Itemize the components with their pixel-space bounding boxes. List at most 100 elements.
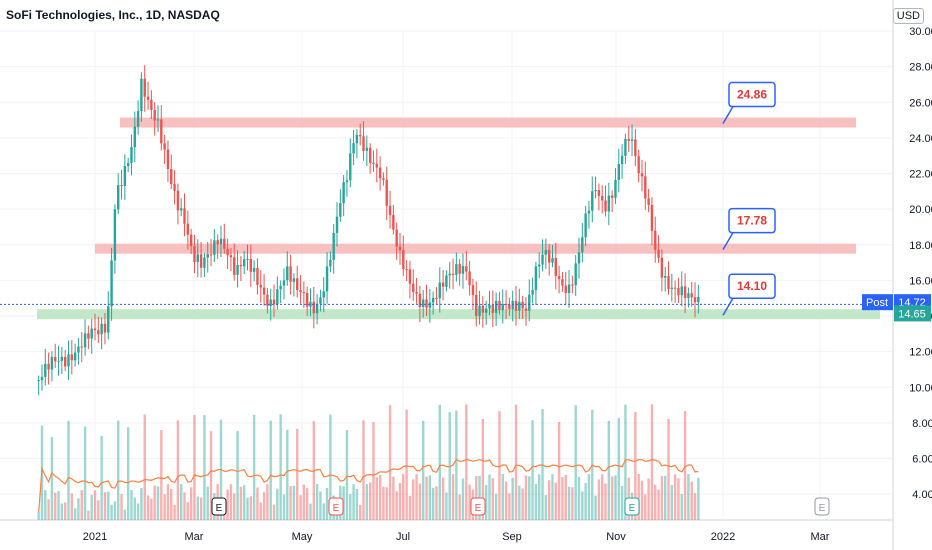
volume-bar <box>644 494 647 520</box>
volume-bar <box>557 421 561 520</box>
volume-bar <box>564 474 567 520</box>
y-tick-label: 26.00 <box>909 97 932 109</box>
volume-bar <box>47 499 50 520</box>
volume-bar <box>660 476 664 520</box>
volume-bar <box>229 484 233 520</box>
candle-body <box>408 269 412 284</box>
candle-body <box>196 254 199 263</box>
candle-body <box>332 232 335 260</box>
candle-body <box>289 266 292 282</box>
candle-body <box>156 119 160 121</box>
candle-body <box>591 191 594 211</box>
volume-bar <box>554 482 557 520</box>
candle-body <box>312 301 316 314</box>
volume-bar <box>87 510 90 520</box>
candle-body <box>431 297 435 303</box>
volume-bar <box>276 488 279 520</box>
volume-bar <box>183 492 186 520</box>
candle-body <box>584 213 587 238</box>
volume-bar <box>100 435 103 520</box>
candle-body <box>418 293 422 307</box>
candle-body <box>667 275 670 289</box>
candle-body <box>501 304 504 311</box>
candle-body <box>170 169 173 184</box>
volume-bar <box>687 474 690 520</box>
candle-body <box>465 266 468 272</box>
candle-body <box>634 139 637 157</box>
candle-body <box>146 96 150 100</box>
candle-body <box>44 363 47 377</box>
candle-body <box>597 189 601 196</box>
earnings-marker-label: E <box>475 503 482 514</box>
volume-bar <box>315 484 319 520</box>
volume-bar <box>421 420 425 520</box>
volume-bar <box>246 497 249 520</box>
volume-bar <box>233 493 236 520</box>
candle-body <box>528 294 531 311</box>
candle-body <box>620 155 624 164</box>
candle-body <box>90 328 93 339</box>
volume-bar <box>302 484 306 520</box>
candle-body <box>587 210 591 214</box>
candle-body <box>683 286 687 298</box>
candle-body <box>126 163 130 167</box>
candle-body <box>627 138 630 141</box>
volume-bar <box>521 488 524 520</box>
x-tick-label: Mar <box>185 531 204 543</box>
volume-bar <box>587 474 591 520</box>
candle-body <box>176 190 180 211</box>
candle-body <box>223 238 226 249</box>
level-band <box>120 117 856 128</box>
candle-body <box>693 297 697 303</box>
earnings-marker <box>814 497 830 516</box>
level-callout <box>728 207 776 234</box>
earnings-marker-label: E <box>819 503 826 514</box>
volume-bar <box>189 487 193 520</box>
volume-bar <box>412 479 415 520</box>
candle-body <box>508 304 511 310</box>
volume-bar <box>528 476 531 520</box>
volume-bar <box>77 498 80 520</box>
volume-bar <box>325 487 329 520</box>
volume-bar <box>677 478 680 520</box>
candle-body <box>120 185 123 187</box>
volume-bar <box>136 503 140 520</box>
candle-body <box>385 179 388 206</box>
candle-body <box>153 109 156 121</box>
candle-body <box>292 278 296 282</box>
candle-body <box>276 289 279 305</box>
volume-bar <box>577 476 581 520</box>
candle-body <box>607 195 611 212</box>
candle-body <box>654 230 657 250</box>
volume-bar <box>538 474 541 520</box>
candle-body <box>511 300 514 310</box>
volume-bar <box>269 420 272 520</box>
volume-bar <box>544 495 548 520</box>
volume-bar <box>309 503 312 520</box>
volume-bar <box>355 488 359 520</box>
candle-body <box>335 216 339 233</box>
candle-body <box>368 147 372 163</box>
candle-body <box>392 215 395 230</box>
candle-body <box>186 223 190 235</box>
candle-body <box>322 291 325 298</box>
volume-bar <box>173 504 176 520</box>
volume-bar <box>279 414 282 520</box>
volume-bar <box>597 479 601 520</box>
candle-body <box>551 257 554 263</box>
y-tick-label: 4.00 <box>912 489 932 501</box>
candle-body <box>315 303 319 314</box>
candle-body <box>561 279 564 286</box>
candle-body <box>342 182 345 204</box>
volume-bar <box>322 503 325 520</box>
candle-body <box>259 284 262 288</box>
candle-body <box>445 275 448 287</box>
volume-bar <box>435 486 438 520</box>
candle-body <box>183 208 186 224</box>
level-callout <box>728 81 776 108</box>
volume-bar <box>667 419 670 520</box>
volume-bar <box>206 486 209 520</box>
volume-bar <box>438 404 441 520</box>
volume-bar <box>431 487 435 520</box>
